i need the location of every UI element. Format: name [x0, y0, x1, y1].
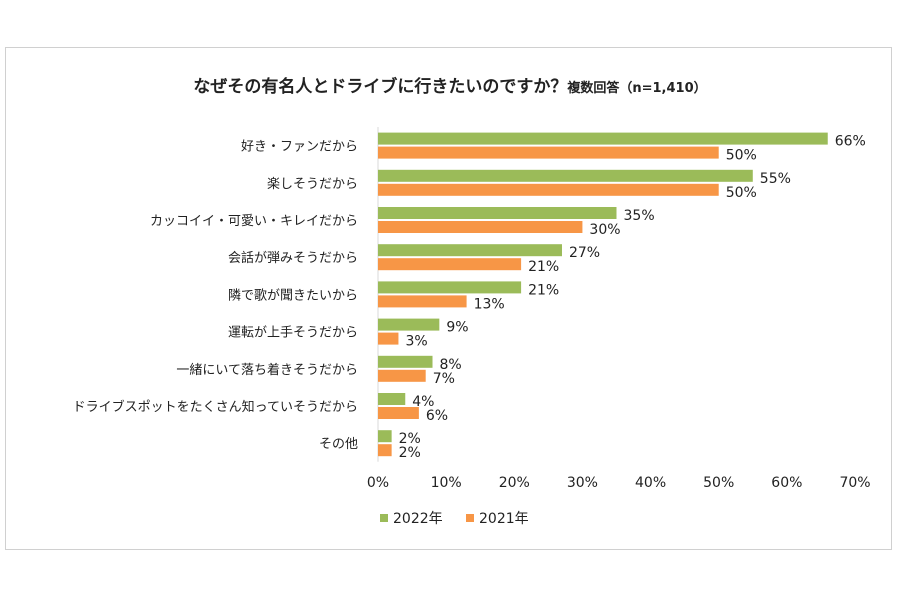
- x-tick-label: 60%: [771, 475, 802, 491]
- data-label: 55%: [760, 171, 791, 187]
- data-label: 27%: [569, 245, 600, 261]
- data-label: 9%: [446, 320, 468, 336]
- x-tick-label: 0%: [367, 475, 389, 491]
- data-label: 8%: [440, 357, 462, 373]
- x-tick-label: 20%: [499, 475, 530, 491]
- data-label: 2%: [399, 445, 421, 461]
- bar-series1: [378, 169, 753, 182]
- category-label: 一緒にいて落ち着きそうだから: [176, 362, 358, 378]
- bar-series1: [378, 430, 392, 443]
- x-tick-label: 40%: [635, 475, 666, 491]
- bar-series1: [378, 132, 828, 145]
- data-label: 2%: [399, 431, 421, 447]
- bar-series2: [378, 369, 426, 382]
- data-label: 3%: [405, 334, 427, 350]
- category-label: カッコイイ・可愛い・キレイだから: [150, 214, 358, 229]
- category-label: 運転が上手そうだから: [228, 326, 358, 341]
- bar-series2: [378, 146, 719, 159]
- bar-series2: [378, 183, 719, 196]
- category-label: ドライブスポットをたくさん知っていそうだから: [73, 399, 358, 415]
- bar-series1: [378, 355, 433, 368]
- x-tick-label: 50%: [703, 475, 734, 491]
- bar-series2: [378, 258, 522, 271]
- data-label: 21%: [528, 282, 559, 298]
- category-label: その他: [319, 437, 358, 452]
- x-tick-label: 70%: [839, 475, 870, 491]
- category-label: 楽しそうだから: [267, 176, 358, 192]
- bar-series2: [378, 444, 392, 457]
- legend-swatch: [380, 514, 388, 522]
- legend-label: 2021年: [479, 511, 529, 527]
- legend-swatch: [466, 514, 474, 522]
- bar-series1: [378, 244, 562, 257]
- bar-series1: [378, 393, 406, 405]
- x-tick-label: 10%: [431, 475, 462, 491]
- bar-series1: [378, 207, 617, 219]
- data-label: 13%: [474, 296, 505, 312]
- data-label: 66%: [835, 134, 866, 150]
- legend-label: 2022年: [393, 511, 443, 527]
- x-tick-label: 30%: [567, 475, 598, 491]
- title-main: なぜその有名人とドライブに行きたいのですか？: [193, 77, 568, 97]
- data-label: 35%: [624, 208, 655, 224]
- data-label: 30%: [589, 222, 620, 238]
- category-label: 隣で歌が聞きたいから: [228, 287, 358, 303]
- data-label: 4%: [412, 394, 434, 410]
- bar-series2: [378, 407, 419, 419]
- bar-series1: [378, 281, 522, 294]
- data-label: 7%: [433, 371, 455, 387]
- bar-series1: [378, 318, 440, 331]
- category-label: 会話が弾みそうだから: [228, 250, 358, 266]
- title-subtitle: 複数回答（n=1,410）: [567, 81, 707, 96]
- data-label: 6%: [426, 408, 448, 424]
- data-label: 50%: [726, 185, 757, 201]
- category-label: 好き・ファンだから: [241, 140, 358, 155]
- chart-frame: [5, 47, 892, 550]
- data-label: 21%: [528, 259, 559, 275]
- data-label: 50%: [726, 148, 757, 164]
- bar-series2: [378, 295, 467, 308]
- bar-series2: [378, 332, 399, 345]
- bar-series2: [378, 221, 583, 233]
- chart-title: なぜその有名人とドライブに行きたいのですか？複数回答（n=1,410）: [0, 72, 900, 97]
